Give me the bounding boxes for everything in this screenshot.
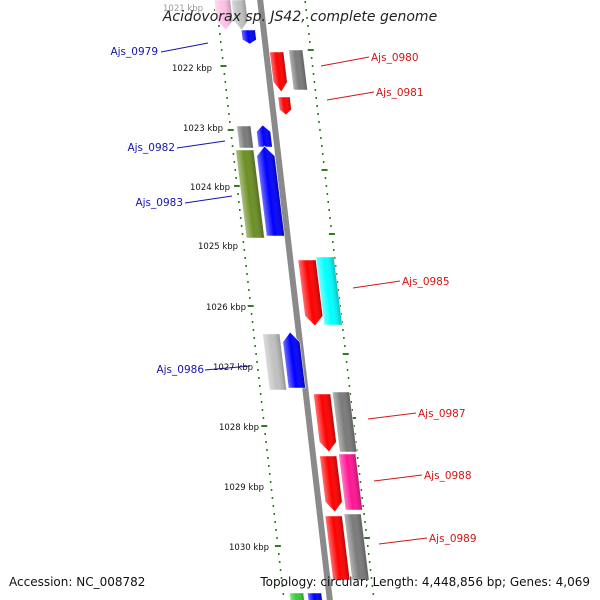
gene-pink-top[interactable] <box>213 0 234 31</box>
gene-grey-0982a-shade <box>236 126 254 148</box>
label-leader-line <box>373 474 423 482</box>
gene-grey-0982a[interactable] <box>236 125 254 149</box>
gene-red-0985a-shade <box>297 260 323 326</box>
gene-ajs-0988-shade <box>338 454 363 510</box>
kbp-label: 1022 kbp <box>172 64 212 74</box>
gene-red-0985a[interactable] <box>297 259 324 327</box>
kbp-label: 1025 kbp <box>198 242 238 252</box>
label-leader-line <box>204 365 251 371</box>
gene-red-0989a[interactable] <box>324 515 351 581</box>
gene-label-ajs-0982[interactable]: Ajs_0982 <box>127 142 175 154</box>
gene-grey-0980b[interactable] <box>288 49 308 91</box>
gene-label-ajs-0986[interactable]: Ajs_0986 <box>156 364 204 376</box>
label-leader-line <box>367 412 417 420</box>
tick-track-left <box>214 1 285 595</box>
kbp-label: 1023 kbp <box>183 124 223 134</box>
genes-layer <box>213 0 370 600</box>
gene-blue-top-shade <box>241 30 257 44</box>
kbp-label: 1029 kbp <box>224 483 264 493</box>
genome-backbone <box>257 0 333 600</box>
gene-ajs-0982-shade <box>256 125 273 147</box>
gene-ajs-0989[interactable] <box>343 513 370 581</box>
gene-green-bottom-shade <box>289 593 305 600</box>
tick-track-right <box>304 1 375 595</box>
map-title: Acidovorax sp. JS42, complete genome <box>162 9 438 25</box>
gene-blue-top[interactable] <box>240 29 257 45</box>
gene-ajs-0982[interactable] <box>256 124 273 148</box>
gene-grey-0987b[interactable] <box>331 391 358 453</box>
label-leader-line <box>352 280 401 289</box>
gene-label-ajs-0979[interactable]: Ajs_0979 <box>110 46 158 58</box>
gene-labels-right: Ajs_0980 Ajs_0981 Ajs_0985 Ajs_0987 Ajs_… <box>371 52 477 545</box>
gene-red-0989a-shade <box>325 516 350 580</box>
gene-blue-0986b-shade <box>282 332 306 388</box>
gene-ajs-0980-shade <box>269 52 288 92</box>
gene-ajs-0981-shade <box>277 97 292 115</box>
gene-ajs-0983[interactable] <box>235 149 265 239</box>
gene-label-ajs-0983[interactable]: Ajs_0983 <box>135 197 183 209</box>
kbp-labels: 1021 kbp 1022 kbp 1023 kbp 1024 kbp 1025… <box>163 4 269 553</box>
gene-red-0988a-shade <box>319 456 343 512</box>
kbp-label: 1030 kbp <box>229 543 269 553</box>
gene-lightgrey-top-shade <box>231 0 248 30</box>
gene-label-ajs-0988[interactable]: Ajs_0988 <box>424 470 472 482</box>
leader-lines <box>160 42 428 545</box>
label-leader-line <box>378 537 428 545</box>
gene-label-ajs-0987[interactable]: Ajs_0987 <box>418 408 466 420</box>
gene-lightgrey-top[interactable] <box>230 0 249 31</box>
gene-green-bottom[interactable] <box>289 592 305 600</box>
gene-label-ajs-0985[interactable]: Ajs_0985 <box>402 276 450 288</box>
kbp-label: 1021 kbp <box>163 4 203 14</box>
gene-ajs-0989-shade <box>343 514 370 580</box>
gene-ajs-0983-shade <box>235 150 265 238</box>
gene-label-ajs-0989[interactable]: Ajs_0989 <box>429 533 477 545</box>
label-leader-line <box>326 91 375 101</box>
gene-ajs-0986[interactable] <box>262 333 287 391</box>
gene-pink-top-shade <box>214 0 233 30</box>
kbp-label: 1028 kbp <box>219 423 259 433</box>
label-leader-line <box>160 42 209 53</box>
gene-ajs-0987[interactable] <box>313 393 337 453</box>
accession-text: Accession: NC_008782 <box>9 575 146 589</box>
gene-label-ajs-0981[interactable]: Ajs_0981 <box>376 87 424 99</box>
gene-ajs-0988[interactable] <box>338 453 363 511</box>
gene-ajs-0980[interactable] <box>269 51 289 93</box>
topology-text: Topology: circular; Length: 4,448,856 bp… <box>260 575 590 589</box>
gene-ajs-0986-shade <box>262 334 287 390</box>
gene-ajs-0981[interactable] <box>277 96 292 116</box>
gene-grey-0980b-shade <box>288 50 308 90</box>
gene-blue-bottom-shade <box>307 593 323 600</box>
label-leader-line <box>176 140 226 149</box>
gene-ajs-0987-shade <box>313 394 337 452</box>
backbone-layer <box>257 0 333 600</box>
gene-blue-0983b[interactable] <box>255 145 285 237</box>
kbp-label: 1026 kbp <box>206 303 246 313</box>
gene-red-0988a[interactable] <box>319 455 344 513</box>
gene-blue-bottom[interactable] <box>307 592 323 600</box>
gene-blue-0986b[interactable] <box>282 331 306 389</box>
gene-grey-0987b-shade <box>332 392 357 452</box>
gene-ajs-0985[interactable] <box>315 256 343 326</box>
label-leader-line <box>184 195 233 204</box>
kbp-label: 1027 kbp <box>213 363 253 373</box>
gene-ajs-0985-shade <box>315 257 343 325</box>
label-leader-line <box>320 56 370 67</box>
gene-labels-left: Ajs_0979 Ajs_0982 Ajs_0983 Ajs_0986 <box>110 46 204 376</box>
gene-label-ajs-0980[interactable]: Ajs_0980 <box>371 52 419 64</box>
gene-blue-0983b-shade <box>256 146 285 236</box>
kbp-label: 1024 kbp <box>190 183 230 193</box>
